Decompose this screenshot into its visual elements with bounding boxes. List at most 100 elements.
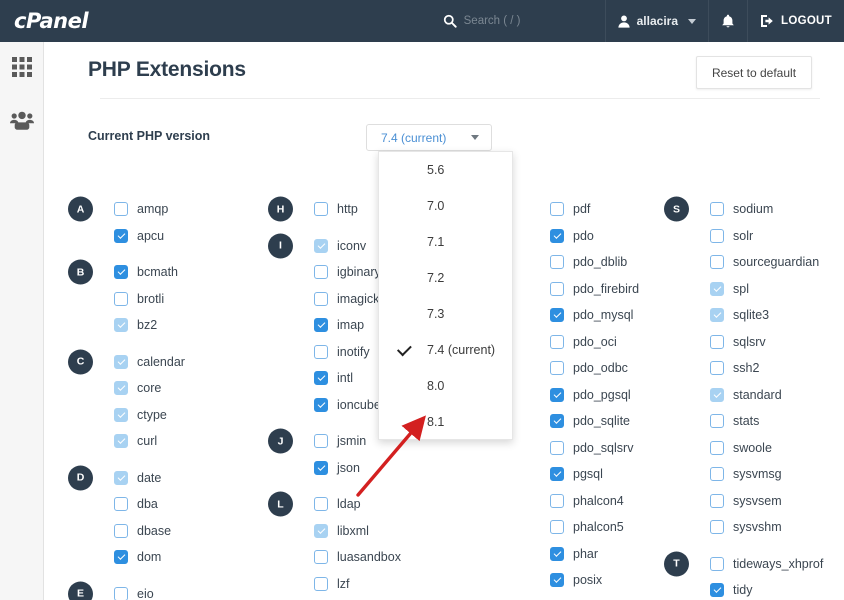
checkbox-imap[interactable] <box>314 318 328 333</box>
extension-toggle-sodium[interactable]: sodium <box>660 202 773 217</box>
extension-toggle-core[interactable]: core <box>64 381 161 396</box>
extension-toggle-tideways_xhprof[interactable]: tideways_xhprof <box>660 556 823 571</box>
php-version-select[interactable]: 7.4 (current) <box>366 124 492 151</box>
checkbox-inotify[interactable] <box>314 344 328 359</box>
php-version-dropdown-menu[interactable]: 5.6 7.0 7.1 7.2 7.3 7.4 (current) 8.0 8.1 <box>378 151 513 440</box>
extension-toggle-pdo_odbc[interactable]: pdo_odbc <box>500 361 628 376</box>
checkbox-sqlsrv[interactable] <box>710 334 724 349</box>
extension-toggle-posix[interactable]: posix <box>500 573 602 588</box>
extension-toggle-tidy[interactable]: tidy <box>660 583 752 598</box>
checkbox-curl[interactable] <box>114 434 128 449</box>
checkbox-pdo_dblib[interactable] <box>550 255 564 270</box>
extension-toggle-ldap[interactable]: ldap <box>264 497 361 512</box>
extension-toggle-pdo_firebird[interactable]: pdo_firebird <box>500 281 639 296</box>
checkbox-calendar[interactable] <box>114 354 128 369</box>
checkbox-eio[interactable] <box>114 586 128 600</box>
checkbox-intl[interactable] <box>314 371 328 386</box>
checkbox-bz2[interactable] <box>114 318 128 333</box>
extension-toggle-stats[interactable]: stats <box>660 414 759 429</box>
extension-toggle-pdf[interactable]: pdf <box>500 202 590 217</box>
logout-button[interactable]: LOGOUT <box>748 0 844 42</box>
extension-toggle-calendar[interactable]: calendar <box>64 354 185 369</box>
extension-toggle-sqlsrv[interactable]: sqlsrv <box>660 334 766 349</box>
checkbox-iconv[interactable] <box>314 238 328 253</box>
extension-toggle-sourceguardian[interactable]: sourceguardian <box>660 255 819 270</box>
checkbox-core[interactable] <box>114 381 128 396</box>
extension-toggle-pdo_sqlite[interactable]: pdo_sqlite <box>500 414 630 429</box>
checkbox-date[interactable] <box>114 470 128 485</box>
checkbox-bcmath[interactable] <box>114 265 128 280</box>
sidebar-item-user-manager[interactable] <box>0 106 44 140</box>
extension-toggle-eio[interactable]: eio <box>64 586 154 600</box>
checkbox-phalcon4[interactable] <box>550 493 564 508</box>
checkbox-pgsql[interactable] <box>550 467 564 482</box>
checkbox-pdf[interactable] <box>550 202 564 217</box>
checkbox-ldap[interactable] <box>314 497 328 512</box>
extension-toggle-pdo_sqlsrv[interactable]: pdo_sqlsrv <box>500 440 633 455</box>
extension-toggle-igbinary[interactable]: igbinary <box>264 265 381 280</box>
extension-toggle-phar[interactable]: phar <box>500 546 598 561</box>
checkbox-solr[interactable] <box>710 228 724 243</box>
extension-toggle-pdo_dblib[interactable]: pdo_dblib <box>500 255 627 270</box>
checkbox-imagick[interactable] <box>314 291 328 306</box>
checkbox-sysvshm[interactable] <box>710 520 724 535</box>
checkbox-json[interactable] <box>314 460 328 475</box>
extension-toggle-swoole[interactable]: swoole <box>660 440 772 455</box>
extension-toggle-iconv[interactable]: iconv <box>264 238 366 253</box>
extension-toggle-inotify[interactable]: inotify <box>264 344 370 359</box>
checkbox-standard[interactable] <box>710 387 724 402</box>
extension-toggle-brotli[interactable]: brotli <box>64 291 164 306</box>
checkbox-brotli[interactable] <box>114 291 128 306</box>
checkbox-dom[interactable] <box>114 550 128 565</box>
checkbox-sysvmsg[interactable] <box>710 467 724 482</box>
checkbox-lzf[interactable] <box>314 576 328 591</box>
checkbox-luasandbox[interactable] <box>314 550 328 565</box>
extension-toggle-amqp[interactable]: amqp <box>64 202 168 217</box>
extension-toggle-phalcon5[interactable]: phalcon5 <box>500 520 624 535</box>
checkbox-phalcon5[interactable] <box>550 520 564 535</box>
version-option-8.0[interactable]: 8.0 <box>379 368 512 404</box>
version-option-7.1[interactable]: 7.1 <box>379 224 512 260</box>
checkbox-pdo_mysql[interactable] <box>550 308 564 323</box>
extension-toggle-pdo[interactable]: pdo <box>500 228 594 243</box>
checkbox-pdo_odbc[interactable] <box>550 361 564 376</box>
checkbox-ioncube_l[interactable] <box>314 397 328 412</box>
extension-toggle-sysvmsg[interactable]: sysvmsg <box>660 467 782 482</box>
version-option-7.2[interactable]: 7.2 <box>379 260 512 296</box>
extension-toggle-sqlite3[interactable]: sqlite3 <box>660 308 769 323</box>
checkbox-libxml[interactable] <box>314 523 328 538</box>
checkbox-dbase[interactable] <box>114 523 128 538</box>
extension-toggle-pdo_oci[interactable]: pdo_oci <box>500 334 617 349</box>
extension-toggle-spl[interactable]: spl <box>660 281 749 296</box>
checkbox-sodium[interactable] <box>710 202 724 217</box>
checkbox-pdo_sqlsrv[interactable] <box>550 440 564 455</box>
checkbox-swoole[interactable] <box>710 440 724 455</box>
extension-toggle-dbase[interactable]: dbase <box>64 523 171 538</box>
extension-toggle-ioncube_l[interactable]: ioncube_l <box>264 397 391 412</box>
checkbox-spl[interactable] <box>710 281 724 296</box>
checkbox-dba[interactable] <box>114 497 128 512</box>
checkbox-posix[interactable] <box>550 573 564 588</box>
extension-toggle-pdo_pgsql[interactable]: pdo_pgsql <box>500 387 631 402</box>
checkbox-tidy[interactable] <box>710 583 724 598</box>
extension-toggle-ssh2[interactable]: ssh2 <box>660 361 759 376</box>
version-option-5.6[interactable]: 5.6 <box>379 152 512 188</box>
version-option-7.3[interactable]: 7.3 <box>379 296 512 332</box>
checkbox-pdo_sqlite[interactable] <box>550 414 564 429</box>
extension-toggle-curl[interactable]: curl <box>64 434 157 449</box>
checkbox-pdo_oci[interactable] <box>550 334 564 349</box>
version-option-7.0[interactable]: 7.0 <box>379 188 512 224</box>
checkbox-phar[interactable] <box>550 546 564 561</box>
extension-toggle-bz2[interactable]: bz2 <box>64 318 157 333</box>
extension-toggle-apcu[interactable]: apcu <box>64 228 164 243</box>
checkbox-sqlite3[interactable] <box>710 308 724 323</box>
extension-toggle-libxml[interactable]: libxml <box>264 523 369 538</box>
checkbox-pdo[interactable] <box>550 228 564 243</box>
notifications-button[interactable] <box>709 0 747 42</box>
checkbox-apcu[interactable] <box>114 228 128 243</box>
checkbox-sysvsem[interactable] <box>710 493 724 508</box>
extension-toggle-pgsql[interactable]: pgsql <box>500 467 603 482</box>
extension-toggle-dba[interactable]: dba <box>64 497 158 512</box>
checkbox-amqp[interactable] <box>114 202 128 217</box>
checkbox-ctype[interactable] <box>114 407 128 422</box>
